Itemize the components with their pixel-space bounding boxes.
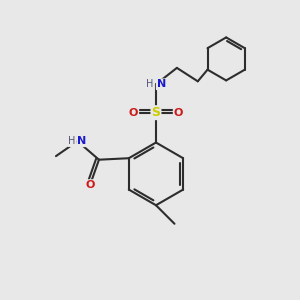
Text: H: H [146,79,153,89]
Text: O: O [85,180,95,190]
Text: N: N [77,136,87,146]
Text: S: S [152,106,160,119]
Text: H: H [68,136,76,146]
Text: O: O [129,108,138,118]
Text: N: N [157,79,166,89]
Text: O: O [174,108,183,118]
